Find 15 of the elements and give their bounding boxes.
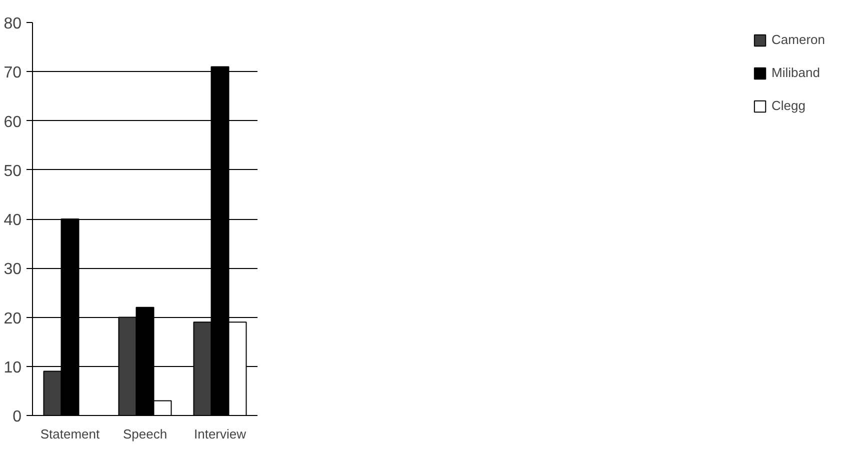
y-tick-label: 60 — [4, 114, 22, 131]
y-tick-label: 10 — [4, 359, 22, 376]
legend-label: Cameron — [772, 32, 825, 47]
y-tick-label: 20 — [4, 310, 22, 328]
x-tick-label: Interview — [194, 426, 247, 442]
y-tick-label: 50 — [4, 162, 22, 180]
legend-label: Clegg — [772, 98, 806, 113]
y-tick-label: 30 — [4, 261, 22, 278]
x-tick-label: Speech — [122, 426, 168, 442]
legend-label: Miliband — [772, 65, 820, 80]
y-tick-label: 40 — [4, 212, 22, 229]
y-tick-label: 0 — [12, 408, 22, 426]
x-tick-label: Statement — [40, 426, 100, 442]
y-tick-label: 80 — [4, 16, 22, 32]
y-tick-label: 70 — [4, 64, 22, 82]
